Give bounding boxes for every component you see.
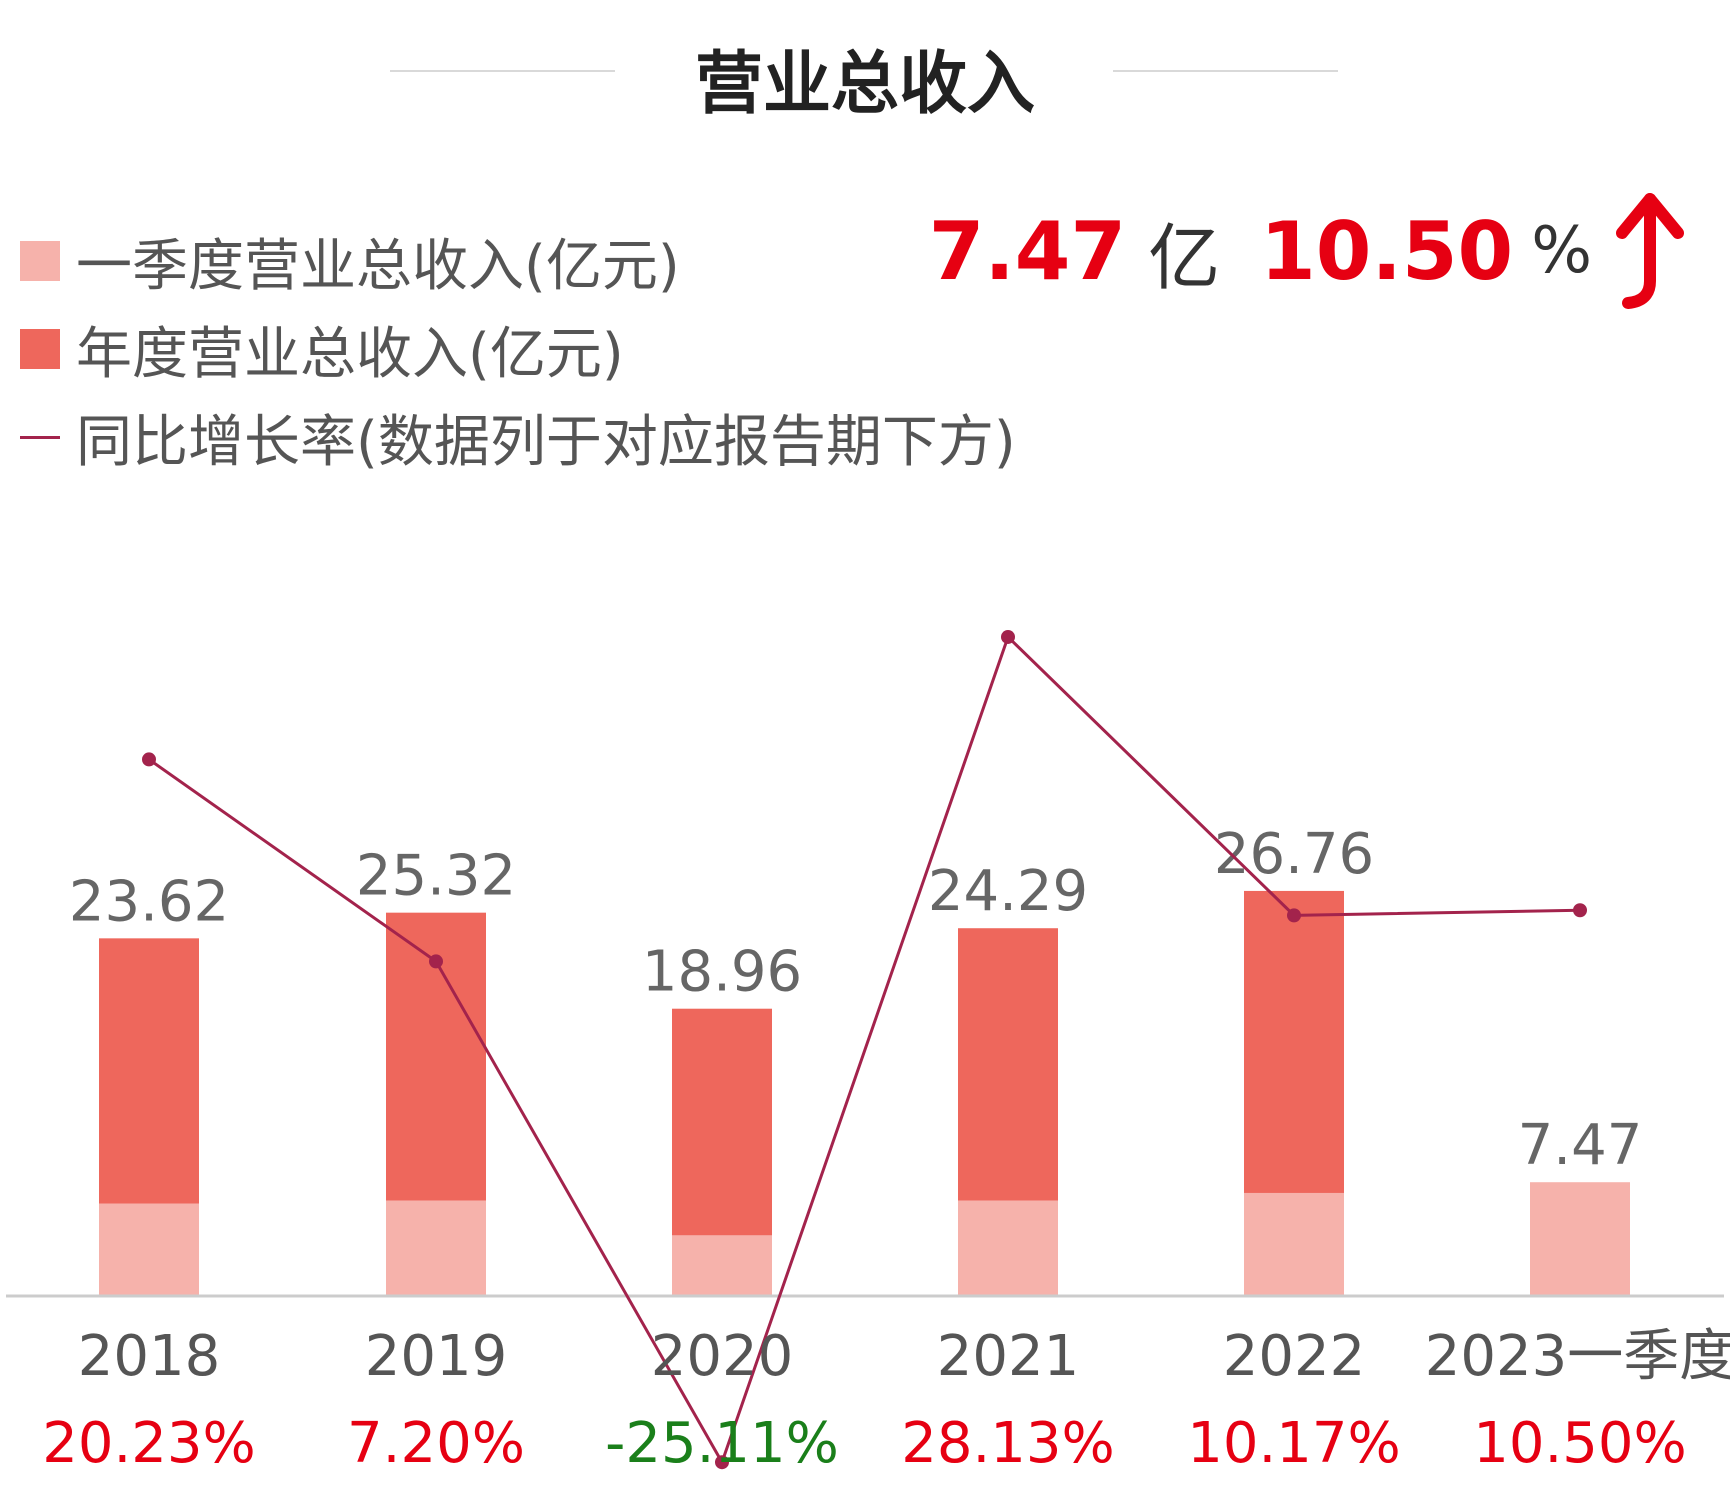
bar-value-label: 24.29 xyxy=(928,859,1088,924)
growth-rate-label: 20.23% xyxy=(42,1411,256,1476)
x-tick-label: 2018 xyxy=(78,1324,221,1389)
growth-rate-label: 28.13% xyxy=(901,1411,1115,1476)
bar-quarter-2018 xyxy=(99,1203,199,1295)
growth-rate-point-2018 xyxy=(142,752,156,767)
bar-quarter-2023一季度 xyxy=(1530,1182,1630,1295)
growth-rate-label: 7.20% xyxy=(347,1411,525,1476)
x-tick-label: 2021 xyxy=(937,1324,1080,1389)
legend-swatch-quarter xyxy=(20,241,60,281)
legend-item-annual: 年度营业总收入(亿元) xyxy=(20,314,624,387)
summary-unit: 亿 xyxy=(1148,215,1221,300)
growth-rate-point-2020 xyxy=(715,1455,729,1470)
up-arrow-icon xyxy=(1616,193,1684,309)
legend-item-growth: 同比增长率(数据列于对应报告期下方) xyxy=(20,402,1016,475)
bar-value-label: 26.76 xyxy=(1214,822,1374,887)
legend-label-quarter: 一季度营业总收入(亿元) xyxy=(76,233,680,299)
growth-rate-point-2019 xyxy=(429,954,443,969)
x-tick-label: 2023一季度 xyxy=(1425,1324,1730,1389)
summary-value: 7.47 xyxy=(928,204,1127,298)
summary-rate-unit: % xyxy=(1531,214,1592,288)
growth-rate-point-2023一季度 xyxy=(1573,903,1587,918)
bar-quarter-2020 xyxy=(672,1235,772,1295)
summary: 7.47 亿 10.50 % xyxy=(928,193,1690,309)
x-tick-label: 2022 xyxy=(1223,1324,1366,1389)
growth-rate-label: -25.11% xyxy=(605,1411,839,1476)
x-tick-label: 2019 xyxy=(365,1324,508,1389)
title-area: 营业总收入 xyxy=(0,20,1730,124)
bar-quarter-2021 xyxy=(958,1200,1058,1295)
summary-rate: 10.50 xyxy=(1260,204,1514,298)
legend-line-growth xyxy=(20,435,60,439)
bar-quarter-2022 xyxy=(1244,1192,1344,1295)
growth-rate-label: 10.50% xyxy=(1473,1411,1687,1476)
legend-label-annual: 年度营业总收入(亿元) xyxy=(76,321,624,387)
growth-rate-point-2021 xyxy=(1001,629,1015,644)
bar-value-label: 18.96 xyxy=(642,940,802,1005)
growth-rate-point-2022 xyxy=(1287,908,1301,923)
legend-label-growth: 同比增长率(数据列于对应报告期下方) xyxy=(76,409,1016,475)
growth-rate-label: 10.17% xyxy=(1187,1411,1401,1476)
bar-value-label: 7.47 xyxy=(1518,1113,1643,1178)
bar-value-label: 25.32 xyxy=(356,844,516,909)
bar-value-label: 23.62 xyxy=(69,869,229,934)
x-tick-label: 2020 xyxy=(651,1324,794,1389)
legend-swatch-annual xyxy=(20,329,60,369)
title-divider-left xyxy=(390,70,615,72)
chart-title: 营业总收入 xyxy=(694,45,1035,124)
title-divider-right xyxy=(1113,70,1338,72)
legend-item-quarter: 一季度营业总收入(亿元) xyxy=(20,226,680,299)
growth-rate-line xyxy=(148,635,1581,1464)
bar-quarter-2019 xyxy=(386,1200,486,1295)
